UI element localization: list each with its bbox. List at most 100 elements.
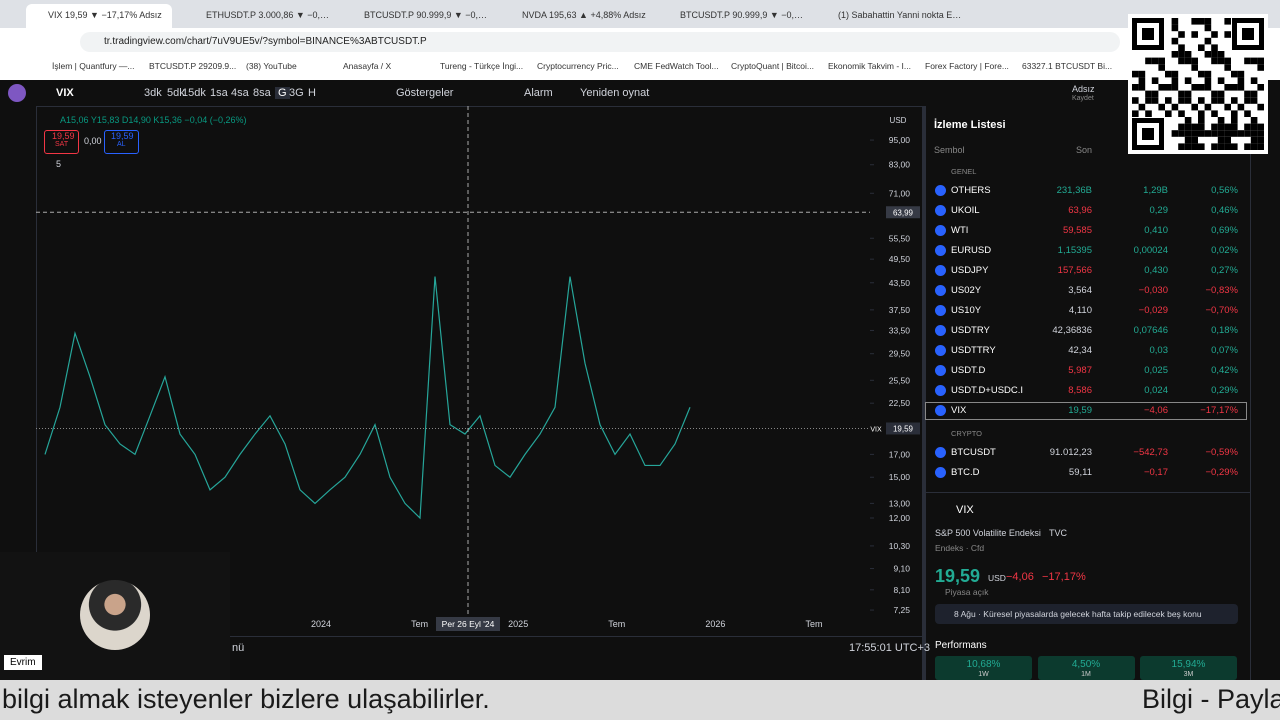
qr-cell bbox=[1217, 51, 1225, 58]
qr-cell bbox=[1151, 90, 1159, 98]
symbol[interactable]: USDT.D+USDC.I bbox=[951, 385, 1024, 396]
percent: 0,29% bbox=[1211, 385, 1238, 396]
interval[interactable]: 8sa bbox=[253, 87, 271, 99]
symbol[interactable]: US10Y bbox=[951, 305, 982, 316]
watchlist-title[interactable]: İzleme Listesi bbox=[934, 119, 1006, 131]
symbol[interactable]: WTI bbox=[951, 225, 969, 236]
symbol[interactable]: OTHERS bbox=[951, 185, 991, 196]
qr-cell bbox=[1184, 136, 1192, 144]
qr-cell bbox=[1191, 130, 1198, 137]
group-name[interactable]: CRYPTO bbox=[951, 429, 982, 438]
bookmark[interactable]: (38) YouTube bbox=[246, 61, 297, 71]
symbol[interactable]: USDT.D bbox=[951, 365, 986, 376]
percent: 0,27% bbox=[1211, 265, 1238, 276]
group-name[interactable]: GENEL bbox=[951, 167, 977, 176]
change: 0,410 bbox=[1144, 225, 1168, 236]
qr-cell bbox=[1178, 123, 1185, 131]
qr-cell bbox=[1237, 103, 1245, 111]
browser-tab[interactable]: VIX 19,59 ▼ −17,17% Adsız bbox=[26, 4, 172, 28]
detail-divider bbox=[926, 492, 1250, 493]
bookmark[interactable]: Forex Factory | Fore... bbox=[925, 61, 1009, 71]
interval[interactable]: 5dk bbox=[167, 87, 185, 99]
indicators[interactable]: Göstergeler bbox=[396, 87, 454, 99]
symbol[interactable]: USDTTRY bbox=[951, 345, 996, 356]
symbol[interactable]: VIX bbox=[951, 405, 967, 416]
qr-cell bbox=[1224, 57, 1231, 65]
symbol[interactable]: BTCUSDT bbox=[951, 447, 996, 458]
change: 0,024 bbox=[1144, 385, 1168, 396]
bookmark[interactable]: 63327.1 BTCUSDT Bi... bbox=[1022, 61, 1112, 71]
bookmark[interactable]: CME FedWatch Tool... bbox=[634, 61, 719, 71]
presenter-name: Evrim bbox=[4, 655, 42, 670]
interval[interactable]: H bbox=[308, 87, 316, 99]
bookmark[interactable]: Cryptocurrency Pric... bbox=[537, 61, 619, 71]
news-box[interactable] bbox=[935, 604, 1238, 624]
browser-tab[interactable]: NVDA 195,63 ▲ +4,88% Adsız bbox=[522, 10, 646, 20]
bookmark[interactable]: Ekonomik Takvim - I... bbox=[828, 61, 911, 71]
browser-tab[interactable]: BTCUSDT.P 90.999,9 ▼ −0,56% bbox=[364, 10, 488, 20]
qr-cell bbox=[1151, 77, 1159, 84]
row-icon bbox=[935, 447, 946, 458]
tab-bar bbox=[0, 0, 1280, 28]
qr-cell bbox=[1145, 90, 1152, 98]
change: −4,06 bbox=[1143, 405, 1168, 416]
qr-cell bbox=[1224, 103, 1231, 111]
interval[interactable]: 15dk bbox=[182, 87, 206, 99]
qr-cell bbox=[1211, 110, 1218, 117]
bookmark[interactable]: CryptoQuant | Bitcoi... bbox=[731, 61, 814, 71]
qr-cell bbox=[1145, 57, 1152, 65]
change: 0,03 bbox=[1149, 345, 1169, 356]
replay[interactable]: Yeniden oynat bbox=[580, 87, 650, 99]
performance-value: 4,50% bbox=[1071, 659, 1101, 670]
symbol[interactable]: VIX bbox=[56, 87, 74, 99]
last-symbol: VIX bbox=[870, 426, 882, 433]
bookmark[interactable]: İşlem | Quantfury —... bbox=[52, 61, 135, 71]
symbol[interactable]: UKOIL bbox=[951, 205, 980, 216]
percent: 0,07% bbox=[1211, 345, 1238, 356]
qr-cell bbox=[1250, 136, 1258, 144]
qr-cell bbox=[1198, 117, 1205, 124]
indicator-count[interactable]: 5 bbox=[56, 159, 62, 169]
symbol[interactable]: BTC.D bbox=[951, 467, 980, 478]
last: 91.012,23 bbox=[1049, 447, 1092, 458]
buy-box[interactable] bbox=[104, 130, 139, 154]
interval[interactable]: 4sa bbox=[231, 87, 249, 99]
row-icon bbox=[935, 385, 946, 396]
browser-tab[interactable]: (1) Sabahattin Yanni nokta Eteh bbox=[838, 10, 962, 20]
user[interactable]: Adsız bbox=[1072, 84, 1095, 94]
interval[interactable]: 3G bbox=[289, 87, 304, 99]
bookmark[interactable]: Tureng - Türkçe İngi... bbox=[440, 61, 524, 71]
interval[interactable]: 3dk bbox=[144, 87, 162, 99]
qr-cell bbox=[1178, 51, 1185, 58]
sell-box[interactable] bbox=[44, 130, 79, 154]
qr-cell bbox=[1257, 64, 1264, 71]
qr-cell bbox=[1184, 51, 1192, 58]
symbol[interactable]: US02Y bbox=[951, 285, 982, 296]
news[interactable]: 8 Ağu · Küresel piyasalarda gelecek haft… bbox=[954, 609, 1202, 619]
browser-tab[interactable]: ETHUSDT.P 3.000,86 ▼ −0,77% bbox=[206, 10, 330, 20]
saved[interactable]: Kaydet bbox=[1072, 95, 1094, 102]
symbol[interactable]: USDTRY bbox=[951, 325, 990, 336]
y-tick-label: 10,30 bbox=[889, 541, 911, 551]
change: 0,29 bbox=[1149, 205, 1169, 216]
detail-currency: USD bbox=[988, 573, 1006, 583]
interval[interactable]: G bbox=[275, 87, 290, 99]
qr-cell bbox=[1138, 70, 1146, 78]
browser-tab[interactable]: BTCUSDT.P 90.999,9 ▼ −0,56% bbox=[680, 10, 804, 20]
symbol[interactable]: USDJPY bbox=[951, 265, 989, 276]
qr-cell bbox=[1250, 57, 1258, 65]
symbol[interactable]: EURUSD bbox=[951, 245, 992, 256]
y-tick-label: 43,50 bbox=[889, 278, 911, 288]
interval[interactable]: 1sa bbox=[210, 87, 228, 99]
bookmark[interactable]: Anasayfa / X bbox=[343, 61, 392, 71]
qr-cell bbox=[1211, 57, 1218, 65]
detail-symbol[interactable]: VIX bbox=[956, 504, 974, 516]
status-time: 17:55:01 UTC+3 bbox=[849, 642, 931, 654]
qr-cell bbox=[1204, 70, 1212, 78]
alarm[interactable]: Alarm bbox=[524, 87, 553, 99]
qr-cell bbox=[1191, 57, 1198, 65]
ohlc: A15,06 Y15,83 D14,90 K15,36 −0,04 (−0,26… bbox=[60, 115, 247, 125]
url[interactable]: tr.tradingview.com/chart/7uV9UE5v/?symbo… bbox=[104, 36, 427, 47]
performance-period: 1M bbox=[1081, 671, 1091, 678]
bookmark[interactable]: BTCUSDT.P 29209.9... bbox=[149, 61, 237, 71]
